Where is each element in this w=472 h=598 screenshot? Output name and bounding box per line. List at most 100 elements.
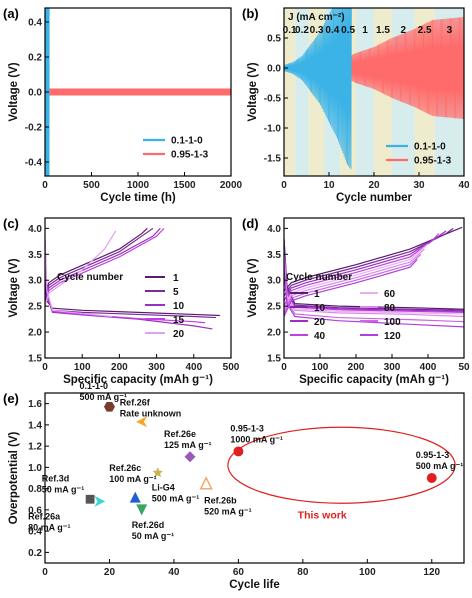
curve-charge — [45, 227, 161, 307]
band-label: 2 — [400, 25, 406, 36]
curve-charge — [45, 227, 154, 302]
x-tick-label: 0 — [281, 180, 287, 191]
x-tick-label: 300 — [148, 362, 165, 373]
point-8 — [199, 476, 213, 490]
y-tick-label: 0.6 — [28, 505, 42, 516]
x-tick-label: 1500 — [173, 180, 196, 191]
point-label: 50 mA g⁻¹ — [132, 531, 174, 541]
point-9 — [233, 446, 244, 457]
y-tick-label: 0.0 — [28, 88, 42, 99]
y-tick-label: 4.0 — [28, 224, 42, 235]
curve-discharge — [45, 238, 113, 318]
point-3 — [129, 491, 141, 503]
point-label: 500 mA g⁻¹ — [152, 494, 199, 504]
curve-charge — [45, 227, 165, 307]
x-tick-label: 200 — [348, 362, 365, 373]
band-label: 3 — [447, 25, 453, 36]
point-label: Ref.3d — [42, 473, 70, 483]
x-tick-label: 500 — [223, 362, 240, 373]
y-tick-label: 1.4 — [28, 420, 42, 431]
x-tick-label: 100 — [74, 362, 91, 373]
y-tick-label: -1.5 — [264, 154, 282, 165]
x-axis-label: Cycle time (h) — [100, 192, 176, 204]
series-line — [284, 8, 352, 170]
point-label: 1000 mA g⁻¹ — [230, 434, 282, 444]
curve-charge — [284, 226, 463, 291]
y-tick-label: 0.4 — [28, 527, 42, 538]
point-label: 0.95-1-3 — [230, 423, 264, 433]
point-5 — [94, 495, 106, 507]
y-tick-label: 3.5 — [28, 250, 42, 261]
highlight-label: This work — [298, 509, 347, 521]
panel-label: (e) — [3, 391, 19, 406]
legend-label: 15 — [173, 315, 185, 326]
legend-title: Cycle number — [57, 272, 123, 283]
legend-label: 20 — [314, 317, 326, 328]
point-label: 520 mA g⁻¹ — [204, 506, 251, 516]
legend-label: 1 — [173, 273, 179, 284]
y-tick-label: -0.5 — [264, 94, 282, 105]
y-tick-label: 0.0 — [267, 64, 281, 75]
curve-charge — [284, 259, 418, 317]
y-tick-label: 2.5 — [267, 302, 281, 313]
point-label: Ref.26f — [120, 398, 151, 408]
current-band-1 — [295, 8, 309, 176]
y-axis-label: Overpotential (V) — [8, 432, 20, 525]
legend-label: 120 — [384, 331, 401, 342]
point-6 — [85, 494, 95, 504]
x-tick-label: 0 — [42, 180, 48, 191]
y-tick-label: 1.6 — [28, 399, 42, 410]
x-tick-label: 50 — [458, 362, 470, 373]
x-tick-label: 0 — [42, 567, 48, 578]
legend-label: 0.1-1-0 — [414, 142, 446, 153]
band-label: 0.3 — [310, 25, 324, 36]
y-tick-label: 1.0 — [28, 463, 42, 474]
x-tick-label: 100 — [359, 567, 376, 578]
x-tick-label: 40 — [458, 180, 470, 191]
point-label: 0.1-1-0 — [79, 381, 108, 391]
curve-discharge — [45, 249, 217, 319]
curve-charge — [284, 233, 440, 307]
x-tick-label: 120 — [423, 567, 440, 578]
y-tick-label: 0.5 — [267, 34, 281, 45]
point-label: 100 mA g⁻¹ — [109, 474, 156, 484]
point-label: Ref.26a — [28, 511, 61, 521]
legend-label: 10 — [314, 303, 326, 314]
point-label: 500 mA g⁻¹ — [416, 461, 463, 471]
y-tick-label: -0.2 — [25, 123, 43, 134]
panel-d: 0 100 200 300 400 50 1.5 2.0 2.5 3.0 3.5 4.0 Specifi… — [242, 216, 470, 386]
curve-charge — [284, 243, 429, 309]
point-1 — [136, 416, 148, 428]
y-axis-label: Voltage (V) — [8, 62, 20, 121]
point-4 — [152, 467, 163, 478]
panel-c: 0 100 200 300 400 500 1.5 2.0 2.5 3.0 3.5 4.0 Specif… — [3, 216, 240, 386]
point-label: 80 mA g⁻¹ — [28, 522, 70, 532]
plot-area — [45, 8, 231, 176]
band-title: J (mA cm⁻²) — [288, 12, 345, 23]
legend-label: 0.95-1-3 — [414, 156, 452, 167]
point-label: 50 mA g⁻¹ — [42, 484, 84, 494]
x-tick-label: 100 — [312, 362, 329, 373]
panel-label: (c) — [3, 216, 19, 231]
x-tick-label: 0 — [42, 362, 48, 373]
y-tick-label: 3.5 — [267, 250, 281, 261]
x-tick-label: 200 — [111, 362, 128, 373]
current-band-2 — [308, 8, 325, 176]
plot-frame — [44, 392, 465, 564]
point-label: 500 mA g⁻¹ — [79, 392, 126, 402]
x-tick-label: 2000 — [220, 180, 243, 191]
panel-label: (a) — [3, 6, 19, 21]
point-label: 0.95-1-3 — [416, 450, 450, 460]
x-axis-label: Cycle number — [336, 192, 413, 204]
panel-label: (d) — [242, 216, 259, 231]
y-tick-label: 0.2 — [28, 548, 42, 559]
point-label: Ref.26e — [164, 429, 196, 439]
plot-area — [284, 8, 464, 170]
legend-label: 0.95-1-3 — [171, 150, 209, 161]
x-tick-label: 80 — [297, 567, 309, 578]
panel-a: 0 500 1000 1500 2000 -0.4 -0.2 0.0 0.2 0.4 Cycle t… — [3, 6, 243, 204]
highlight-ellipse — [227, 426, 456, 504]
series-line — [45, 8, 50, 176]
current-band-0 — [284, 8, 296, 176]
